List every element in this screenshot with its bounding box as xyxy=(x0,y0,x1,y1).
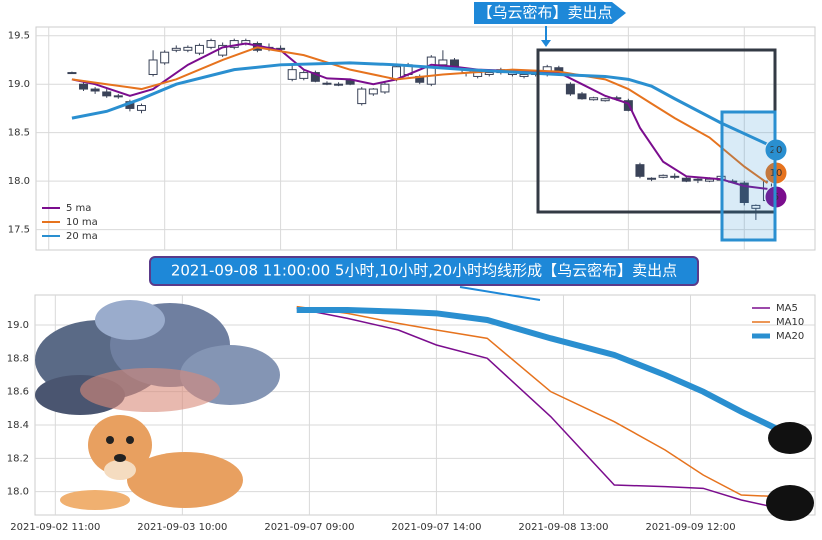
legend-label: MA5 xyxy=(776,303,798,314)
top-callout: 【乌云密布】卖出点 xyxy=(474,2,626,47)
dark-cloud-icon xyxy=(766,422,814,521)
bottom-chart: 18.0 18.2 18.4 18.6 18.8 19.0 2021-09-02 11:00… xyxy=(7,295,815,533)
candle-body xyxy=(519,74,529,77)
candle-body xyxy=(368,88,378,95)
candle-body xyxy=(357,88,367,105)
candle-body xyxy=(693,178,703,181)
y-tick-label: 18.0 xyxy=(7,487,29,498)
candle-body xyxy=(148,59,158,76)
candle-body xyxy=(102,91,112,97)
x-tick-label: 2021-09-02 11:00 xyxy=(10,522,100,533)
callout-text: 2021-09-08 11:00:00 5小时,10小时,20小时均线形成【乌云… xyxy=(171,262,677,280)
candle-body xyxy=(589,97,599,101)
candle-body xyxy=(577,93,587,100)
x-tick-label: 2021-09-08 13:00 xyxy=(518,522,608,533)
candle-body xyxy=(183,46,193,51)
y-tick-label: 17.5 xyxy=(8,225,30,236)
x-tick-label: 2021-09-07 14:00 xyxy=(391,522,481,533)
candle-body xyxy=(206,40,216,48)
x-tick-label: 2021-09-07 09:00 xyxy=(264,522,354,533)
ma-line xyxy=(296,307,780,510)
candle-body xyxy=(194,44,204,54)
candle-body xyxy=(739,182,749,203)
candle-body xyxy=(136,105,146,111)
middle-callout: 2021-09-08 11:00:00 5小时,10小时,20小时均线形成【乌云… xyxy=(149,256,699,301)
candle-body xyxy=(647,177,657,180)
candle-body xyxy=(681,177,691,182)
y-tick-label: 18.5 xyxy=(8,128,30,139)
y-tick-label: 18.0 xyxy=(8,176,30,187)
candle-body xyxy=(751,204,761,209)
ma-line xyxy=(71,61,769,146)
legend-label: 5 ma xyxy=(66,203,91,214)
candle-body xyxy=(310,72,320,82)
cloud-illustration xyxy=(35,300,280,415)
legend-label: 10 ma xyxy=(66,217,98,228)
candle-body xyxy=(426,56,436,85)
y-tick-label: 19.5 xyxy=(8,31,30,42)
candle-body xyxy=(705,178,715,182)
candle-body xyxy=(287,69,297,80)
candle-body xyxy=(299,72,309,79)
y-tick-label: 18.4 xyxy=(7,420,29,431)
ma-line xyxy=(71,46,769,184)
candle-body xyxy=(113,95,123,98)
candle-body xyxy=(635,164,645,177)
highlight-zone xyxy=(720,110,777,242)
ma-line xyxy=(296,307,781,433)
candle-body xyxy=(79,83,89,90)
candle-body xyxy=(67,72,77,75)
ma-line xyxy=(71,42,768,190)
candle-body xyxy=(484,72,494,76)
legend-label: MA20 xyxy=(776,331,804,342)
candle-body xyxy=(160,51,170,64)
y-tick-label: 18.8 xyxy=(7,353,29,364)
y-tick-label: 19.0 xyxy=(7,320,29,331)
candle-body xyxy=(171,47,181,51)
legend-label: MA10 xyxy=(776,317,804,328)
x-tick-label: 2021-09-09 12:00 xyxy=(645,522,735,533)
x-tick-label: 2021-09-03 10:00 xyxy=(137,522,227,533)
candle-body xyxy=(600,98,610,102)
candle-body xyxy=(334,83,344,86)
candle-body xyxy=(380,83,390,93)
y-tick-label: 18.2 xyxy=(7,453,29,464)
candle-body xyxy=(90,88,100,92)
y-tick-label: 19.0 xyxy=(8,79,30,90)
candle-body xyxy=(565,83,575,95)
candle-body xyxy=(670,175,680,178)
legend-label: 20 ma xyxy=(66,231,98,242)
y-tick-label: 18.6 xyxy=(7,387,29,398)
dog-illustration xyxy=(60,415,243,510)
ma-line xyxy=(296,305,780,498)
candle-body xyxy=(322,82,332,85)
callout-text: 【乌云密布】卖出点 xyxy=(477,4,612,22)
candle-body xyxy=(658,174,668,178)
candle-body xyxy=(438,59,448,66)
